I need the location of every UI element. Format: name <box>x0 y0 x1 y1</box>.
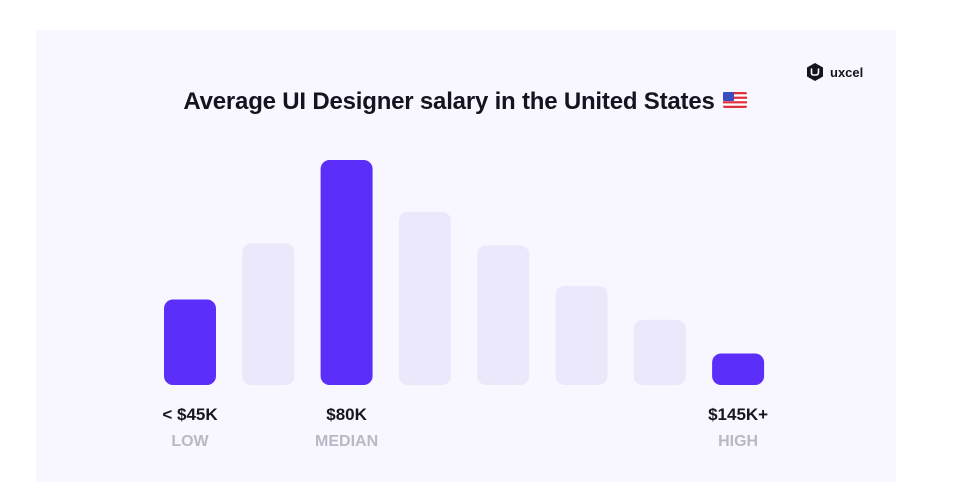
bar-3 <box>320 160 373 385</box>
bar-5 <box>477 245 530 385</box>
bar-value-label: $80K <box>326 405 367 424</box>
bar-value-label: $145K+ <box>708 405 769 424</box>
bar-4 <box>398 211 451 386</box>
chart-title: Average UI Designer salary in the United… <box>0 88 930 117</box>
us-flag-icon <box>722 87 747 115</box>
bar-6 <box>555 286 608 385</box>
bar-1 <box>164 299 216 385</box>
bar-category-label: MEDIAN <box>315 433 379 450</box>
chart-title-text: Average UI Designer salary in the United… <box>183 88 715 115</box>
bar-category-label: LOW <box>171 433 209 450</box>
bar-8 <box>712 353 765 385</box>
bar-value-label: < $45K <box>162 405 218 424</box>
bar-7 <box>633 319 686 386</box>
uxcel-logo-icon <box>807 63 823 81</box>
bar-2 <box>242 243 295 386</box>
chart-card <box>36 30 896 482</box>
brand-logo: uxcel <box>805 62 863 82</box>
brand-name: uxcel <box>830 64 864 80</box>
bar-category-label: HIGH <box>718 433 759 450</box>
